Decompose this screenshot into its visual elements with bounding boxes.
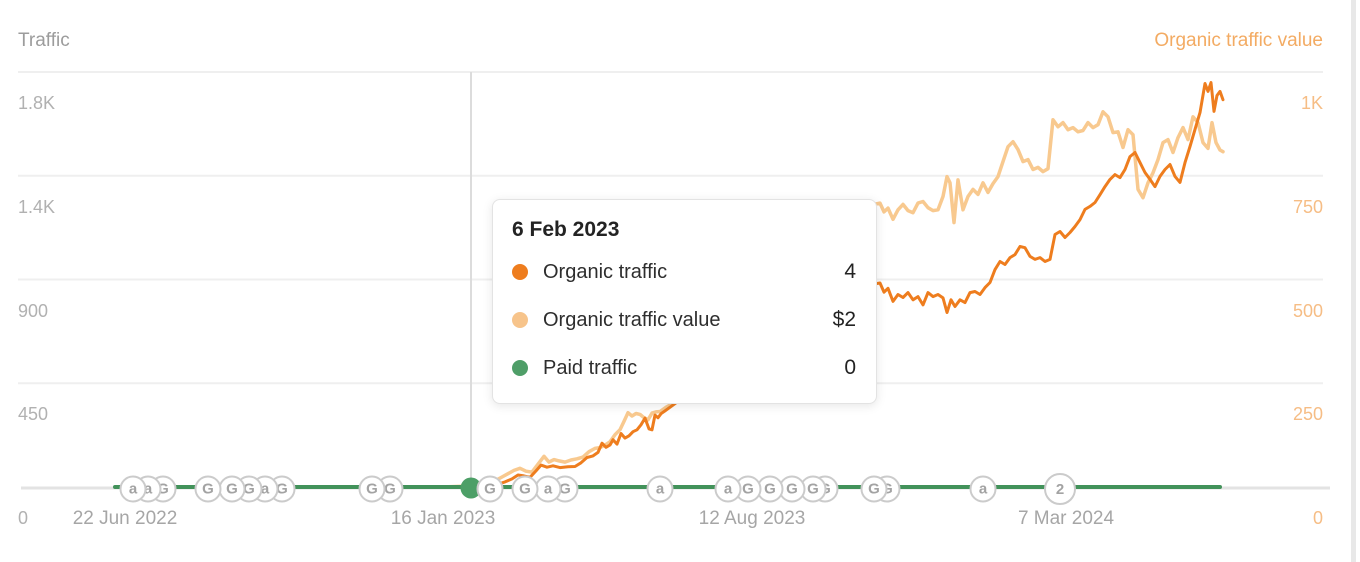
x-axis-tick: 22 Jun 2022 xyxy=(72,508,178,529)
tooltip-value: $2 xyxy=(832,308,856,331)
event-marker-a[interactable]: a xyxy=(969,475,997,503)
event-marker-g[interactable]: G xyxy=(476,475,504,503)
chart-title-traffic: Traffic xyxy=(18,30,70,51)
event-marker-g[interactable]: G xyxy=(860,475,888,503)
paid-traffic-dot-icon xyxy=(512,360,528,376)
event-marker-g[interactable]: G xyxy=(358,475,386,503)
organic-traffic-value-dot-icon xyxy=(512,312,528,328)
event-marker-a[interactable]: a xyxy=(646,475,674,503)
event-marker-g[interactable]: G xyxy=(194,475,222,503)
tooltip-value: 0 xyxy=(844,356,856,379)
right-axis-tick: 750 xyxy=(1292,196,1323,217)
event-marker-g[interactable]: G xyxy=(511,475,539,503)
chart-title-organic-traffic-value: Organic traffic value xyxy=(1154,30,1323,51)
right-axis-tick: 500 xyxy=(1292,300,1323,321)
left-axis-tick: 0 xyxy=(18,508,29,528)
left-axis-tick: 900 xyxy=(18,300,49,321)
left-axis-tick: 1.8K xyxy=(18,93,56,113)
tooltip-label: Organic traffic value xyxy=(543,308,721,331)
tooltip-label: Paid traffic xyxy=(543,356,638,379)
event-marker-2[interactable]: 2 xyxy=(1044,473,1076,505)
tooltip-date: 6 Feb 2023 xyxy=(512,218,620,241)
event-marker-a[interactable]: a xyxy=(119,475,147,503)
tooltip-row-paid-traffic: Paid traffic 0 xyxy=(512,344,856,392)
panel-divider xyxy=(1351,0,1356,562)
tooltip-value: 4 xyxy=(844,260,856,283)
organic-traffic-dot-icon xyxy=(512,264,528,280)
tooltip-row-organic-traffic: Organic traffic 4 xyxy=(512,248,856,296)
right-axis-tick: 1K xyxy=(1300,93,1323,113)
event-marker-a[interactable]: a xyxy=(534,475,562,503)
x-axis-tick: 12 Aug 2023 xyxy=(698,508,806,529)
tooltip-label: Organic traffic xyxy=(543,260,668,283)
left-axis-tick: 1.4K xyxy=(18,196,56,217)
x-axis-tick: 7 Mar 2024 xyxy=(1017,508,1115,529)
left-axis-tick: 450 xyxy=(18,404,49,425)
tooltip-row-organic-traffic-value: Organic traffic value $2 xyxy=(512,296,856,344)
hovered-point-dot[interactable] xyxy=(460,477,482,499)
series-organic-traffic[interactable] xyxy=(438,81,1225,489)
right-axis-tick: 250 xyxy=(1292,404,1323,425)
right-axis-tick: 0 xyxy=(1312,508,1323,528)
event-marker-g[interactable]: G xyxy=(218,475,246,503)
x-axis-tick: 16 Jan 2023 xyxy=(390,508,496,529)
event-marker-a[interactable]: a xyxy=(714,475,742,503)
series-organic-traffic-value[interactable] xyxy=(438,110,1225,489)
chart-tooltip: 6 Feb 2023 Organic traffic 4 Organic tra… xyxy=(492,199,877,404)
